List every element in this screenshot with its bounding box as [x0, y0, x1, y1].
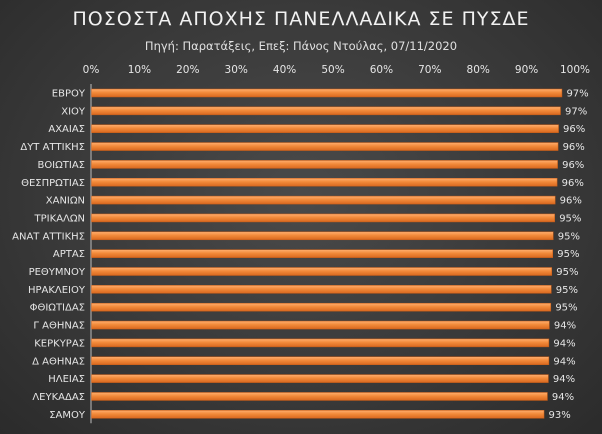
category-label: ΧΑΝΙΩΝ [46, 196, 85, 207]
category-label: ΑΧΑΙΑΣ [48, 124, 85, 135]
category-label: ΧΙΟΥ [61, 106, 86, 117]
x-tick-label: 0% [83, 64, 100, 76]
data-label: 96% [563, 124, 585, 135]
category-label: ΦΘΙΩΤΙΔΑΣ [30, 303, 85, 314]
bar [91, 231, 554, 241]
category-label: ΤΡΙΚΑΛΩΝ [34, 213, 85, 224]
data-label: 93% [549, 410, 571, 421]
data-label: 96% [562, 160, 584, 171]
data-label: 95% [555, 303, 577, 314]
chart-title: ΠΟΣΟΣΤΑ ΑΠΟΧΗΣ ΠΑΝΕΛΛΑΔΙΚΑ ΣΕ ΠΥΣΔΕ [72, 8, 530, 30]
bar [91, 392, 548, 401]
bar [91, 106, 561, 116]
data-label: 94% [553, 356, 575, 367]
bar [91, 213, 555, 223]
chart-subtitle: Πηγή: Παρατάξεις, Επεξ: Πάνος Ντούλας, 0… [144, 39, 458, 53]
data-label: 95% [557, 249, 579, 260]
bar [91, 338, 550, 348]
bar [91, 267, 553, 276]
x-tick-label: 20% [176, 64, 199, 76]
bar [91, 302, 552, 312]
bar [91, 142, 559, 151]
category-label: ΗΡΑΚΛΕΙΟΥ [28, 285, 86, 296]
category-label: ΕΒΡΟΥ [52, 89, 86, 100]
data-label: 96% [560, 196, 582, 207]
x-tick-label: 30% [225, 64, 248, 76]
category-label: ΑΝΑΤ ΑΤΤΙΚΗΣ [12, 231, 85, 242]
bar [91, 356, 550, 365]
category-label: ΔΥΤ ΑΤΤΙΚΗΣ [20, 142, 85, 153]
category-label: ΑΡΤΑΣ [53, 249, 85, 260]
category-label: ΚΕΡΚΥΡΑΣ [34, 338, 85, 349]
data-label: 95% [558, 231, 580, 242]
x-tick-label: 80% [467, 64, 490, 76]
data-label: 97% [566, 89, 588, 100]
bar [91, 410, 545, 419]
category-label: Δ ΑΘΗΝΑΣ [32, 356, 85, 367]
data-label: 95% [556, 267, 578, 278]
bar [91, 195, 556, 205]
category-label: ΘΕΣΠΡΩΤΙΑΣ [21, 178, 85, 189]
x-tick-label: 100% [560, 64, 590, 76]
x-tick-label: 50% [321, 64, 344, 76]
bar [91, 320, 550, 330]
data-label: 95% [559, 213, 581, 224]
data-label: 94% [552, 392, 574, 403]
category-label: ΣΑΜΟΥ [49, 410, 86, 421]
category-label: ΡΕΘΥΜΝΟΥ [29, 267, 86, 278]
bar [91, 124, 559, 133]
data-label: 97% [565, 106, 587, 117]
category-label: Γ ΑΘΗΝΑΣ [33, 321, 85, 332]
data-label: 95% [556, 285, 578, 296]
category-label: ΛΕΥΚΑΔΑΣ [32, 392, 85, 403]
bar [91, 285, 552, 294]
data-label: 96% [562, 178, 584, 189]
x-tick-label: 90% [515, 64, 538, 76]
data-label: 94% [553, 338, 575, 349]
bar [91, 374, 549, 383]
bar [91, 88, 563, 98]
data-label: 94% [554, 321, 576, 332]
bar [91, 249, 554, 258]
x-tick-label: 10% [128, 64, 151, 76]
x-tick-label: 70% [418, 64, 441, 76]
x-tick-label: 40% [273, 64, 296, 76]
category-label: ΒΟΙΩΤΙΑΣ [37, 160, 85, 171]
bar [91, 178, 558, 187]
x-tick-label: 60% [370, 64, 393, 76]
bar [91, 160, 558, 169]
data-label: 96% [563, 142, 585, 153]
data-label: 94% [553, 374, 575, 385]
category-label: ΗΛΕΙΑΣ [48, 374, 85, 385]
